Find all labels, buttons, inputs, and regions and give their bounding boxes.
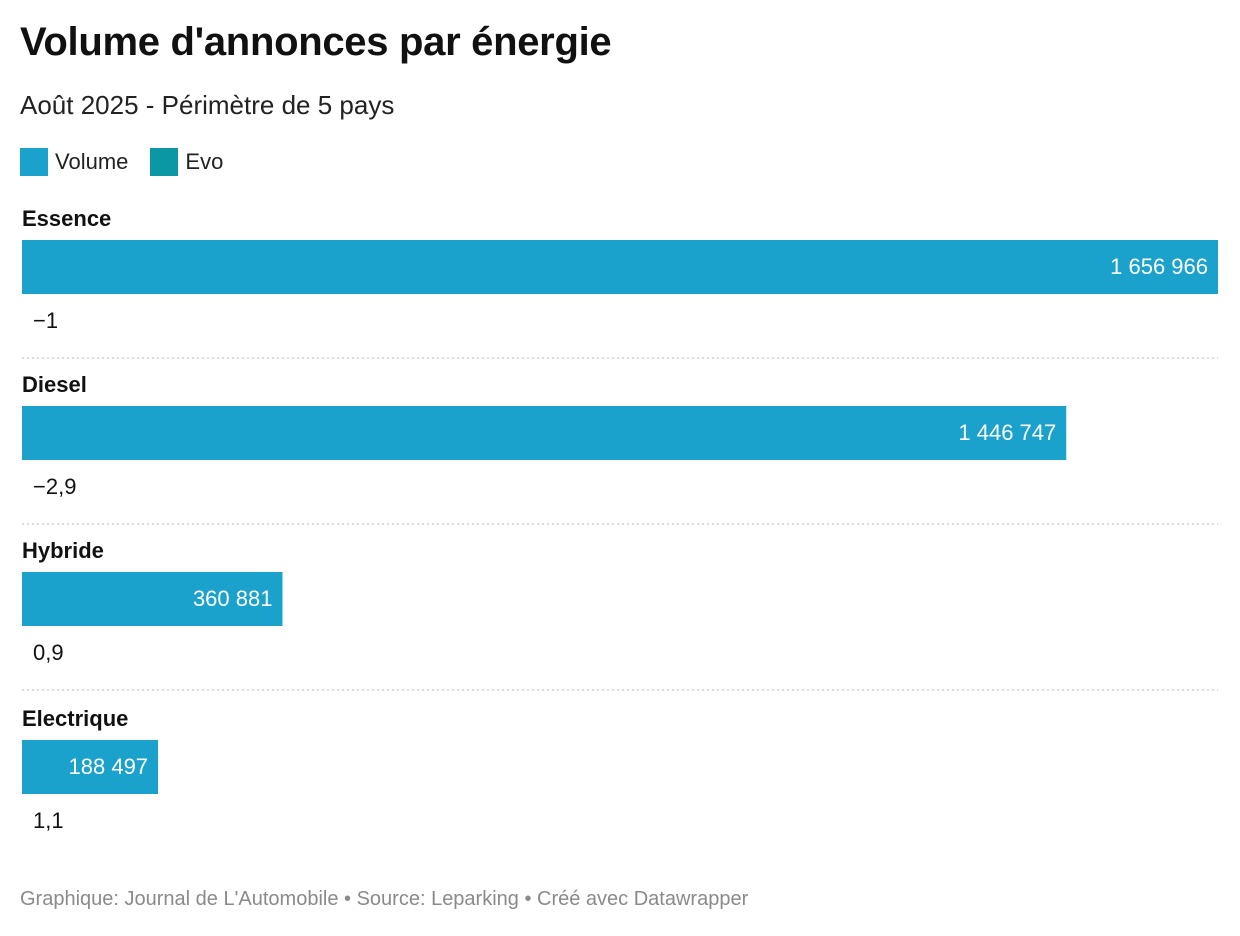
bar-volume-hybride — [22, 572, 283, 626]
value-label-evo-hybride: 0,9 — [33, 640, 64, 665]
category-label-hybride: Hybride — [22, 538, 104, 563]
legend-item-volume: Volume — [20, 148, 128, 176]
value-label-volume-electrique: 188 497 — [69, 754, 149, 779]
category-label-electrique: Electrique — [22, 706, 128, 731]
legend-swatch-volume — [20, 148, 48, 176]
bar-volume-diesel — [22, 406, 1067, 460]
bar-volume-electrique — [22, 740, 159, 794]
legend: Volume Evo — [20, 148, 245, 176]
bar-chart: Essence 1 656 966 −1 Diesel 1 446 747 −2,9 Hyb… — [22, 206, 1218, 833]
legend-swatch-evo — [150, 148, 179, 176]
legend-label-evo: Evo — [185, 149, 224, 174]
value-label-volume-essence: 1 656 966 — [1110, 254, 1208, 279]
value-label-volume-diesel: 1 446 747 — [958, 420, 1056, 445]
chart-subtitle: Août 2025 - Périmètre de 5 pays — [20, 90, 395, 120]
category-label-essence: Essence — [22, 206, 111, 231]
value-label-evo-diesel: −2,9 — [33, 474, 76, 499]
footer-credits: Graphique: Journal de L'Automobile • Sou… — [20, 888, 749, 910]
value-label-evo-electrique: 1,1 — [33, 808, 64, 833]
chart-title: Volume d'annonces par énergie — [20, 20, 612, 64]
bar-volume-essence — [22, 240, 1218, 294]
value-label-volume-hybride: 360 881 — [193, 586, 273, 611]
legend-item-evo: Evo — [150, 148, 223, 176]
legend-label-volume: Volume — [55, 149, 129, 174]
category-label-diesel: Diesel — [22, 372, 87, 397]
value-label-evo-essence: −1 — [33, 308, 58, 333]
